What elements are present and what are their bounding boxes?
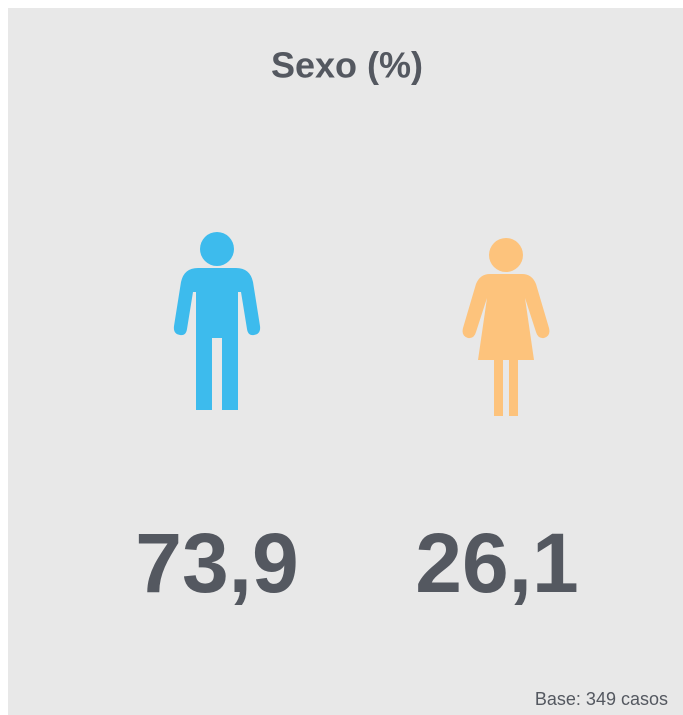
panel bbox=[8, 8, 683, 715]
value-label: 26,1 bbox=[415, 516, 579, 610]
value-label: 73,9 bbox=[135, 516, 299, 610]
title: Sexo (%) bbox=[271, 45, 423, 86]
footnote: Base: 349 casos bbox=[535, 689, 668, 709]
man-icon bbox=[173, 232, 261, 410]
woman-icon bbox=[462, 238, 550, 416]
